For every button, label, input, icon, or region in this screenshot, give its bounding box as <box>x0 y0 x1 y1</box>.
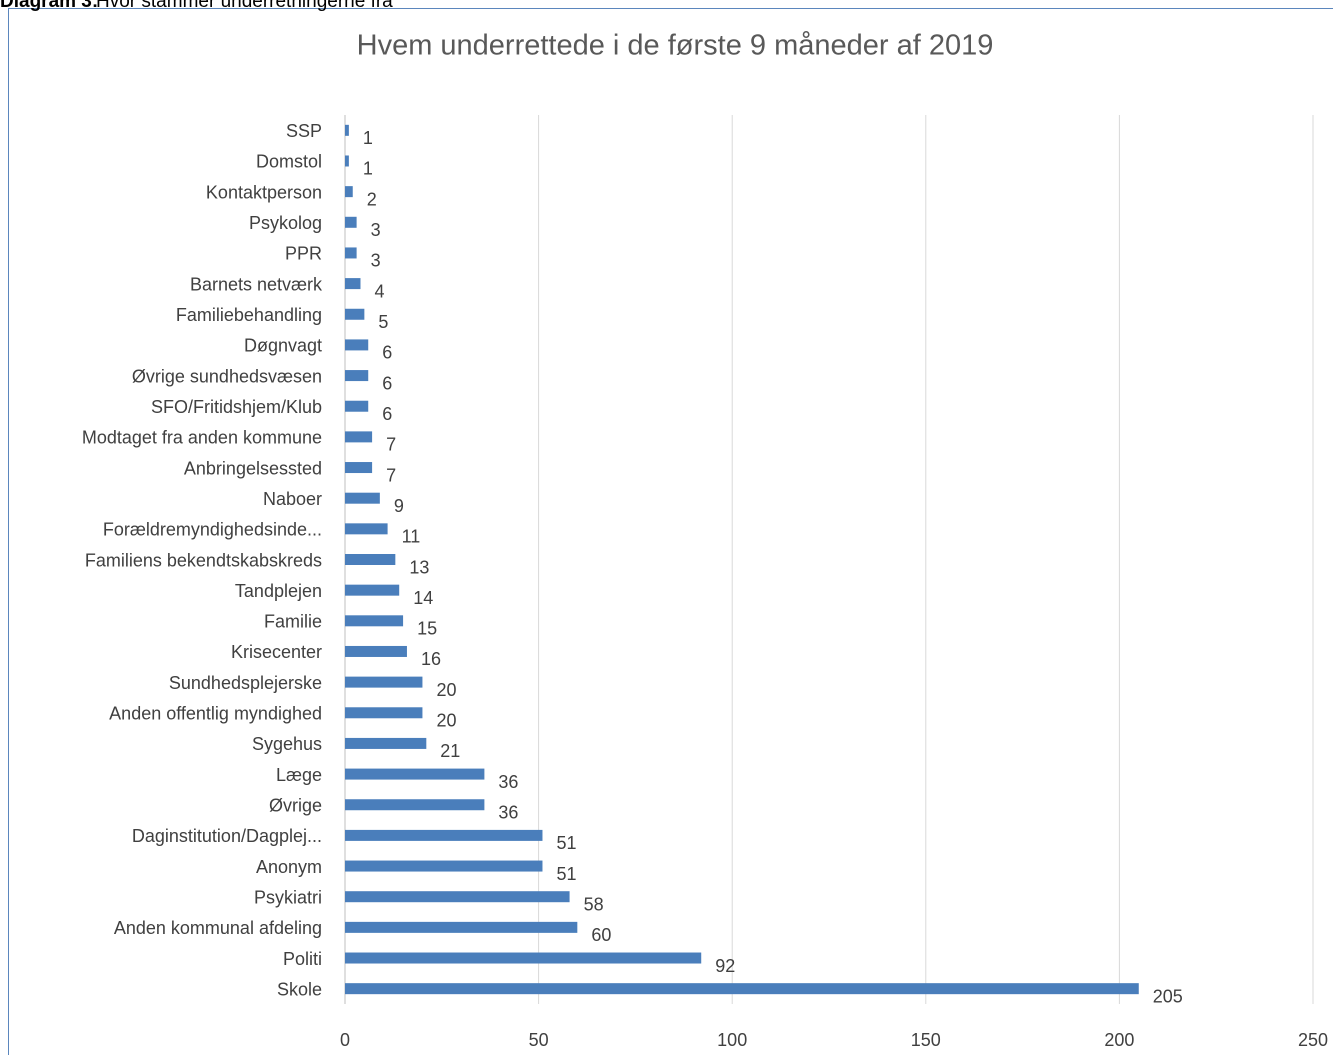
y-tick-label: Øvrige sundhedsvæsen <box>132 366 322 386</box>
bar <box>345 676 423 688</box>
y-tick-label: Familiens bekendtskabskreds <box>85 550 322 570</box>
bar <box>345 891 570 903</box>
value-label: 3 <box>371 251 381 271</box>
bar <box>345 339 369 351</box>
y-tick-label: Anonym <box>256 857 322 877</box>
bar <box>345 308 365 320</box>
value-label: 1 <box>363 159 373 179</box>
value-label: 7 <box>386 465 396 485</box>
y-tick-label: Domstol <box>256 152 322 172</box>
x-tick-label: 0 <box>340 1030 350 1050</box>
chart-border <box>8 8 1333 1055</box>
bar <box>345 584 400 596</box>
value-label: 58 <box>584 894 604 914</box>
bar <box>345 707 423 719</box>
bar <box>345 860 543 872</box>
bar <box>345 768 485 780</box>
y-tick-label: Sundhedsplejerske <box>169 673 322 693</box>
y-tick-label: Forældremyndighedsinde... <box>103 520 322 540</box>
value-label: 4 <box>374 281 384 301</box>
y-tick-label: Læge <box>276 765 322 785</box>
value-label: 3 <box>371 220 381 240</box>
chart-title: Hvem underrettede i de første 9 måneder … <box>357 30 994 62</box>
value-label: 6 <box>382 373 392 393</box>
bar <box>345 492 380 504</box>
bar <box>345 921 578 933</box>
bar <box>345 216 357 228</box>
bar <box>345 615 404 627</box>
y-tick-label: Familie <box>264 612 322 632</box>
value-label: 21 <box>440 741 460 761</box>
bar <box>345 554 396 565</box>
x-tick-label: 200 <box>1104 1030 1134 1050</box>
y-tick-label: SSP <box>286 121 322 141</box>
value-label: 20 <box>436 711 456 731</box>
y-tick-label: Døgnvagt <box>244 336 322 356</box>
heading-label: Diagram 3: <box>0 0 98 12</box>
y-tick-label: Kontaktperson <box>206 182 322 202</box>
value-label: 205 <box>1153 986 1183 1006</box>
value-label: 9 <box>394 496 404 516</box>
value-label: 2 <box>367 189 377 209</box>
y-tick-label: Daginstitution/Dagplej... <box>132 826 322 846</box>
bar <box>345 124 349 136</box>
y-tick-label: Anbringelsessted <box>184 458 322 478</box>
value-label: 51 <box>556 864 576 884</box>
value-label: 1 <box>363 128 373 148</box>
x-tick-label: 50 <box>529 1030 549 1050</box>
y-tick-label: Barnets netværk <box>190 274 323 294</box>
value-label: 7 <box>386 435 396 455</box>
y-tick-label: Psykolog <box>249 213 322 233</box>
bar <box>345 952 702 964</box>
value-label: 11 <box>402 527 421 547</box>
y-tick-label: Familiebehandling <box>176 305 322 325</box>
y-tick-label: Modtaget fra anden kommune <box>82 428 322 448</box>
value-label: 16 <box>421 649 441 669</box>
y-tick-label: PPR <box>285 244 322 264</box>
bar <box>345 247 357 259</box>
bar <box>345 829 543 841</box>
y-tick-label: Anden kommunal afdeling <box>114 918 322 938</box>
y-tick-label: Psykiatri <box>254 887 322 907</box>
value-label: 51 <box>556 833 576 853</box>
y-tick-label: Øvrige <box>269 795 322 815</box>
y-tick-label: Anden offentlig myndighed <box>109 704 322 724</box>
y-tick-label: Tandplejen <box>235 581 322 601</box>
value-label: 5 <box>378 312 388 332</box>
value-label: 6 <box>382 404 392 424</box>
bar <box>345 645 407 657</box>
value-label: 36 <box>498 802 518 822</box>
bar <box>345 983 1139 995</box>
bar <box>345 370 369 382</box>
bar <box>345 278 361 290</box>
value-label: 36 <box>498 772 518 792</box>
value-label: 6 <box>382 343 392 363</box>
y-tick-label: Politi <box>283 949 322 969</box>
value-label: 13 <box>409 557 429 577</box>
value-label: 60 <box>591 925 611 945</box>
bar <box>345 799 485 811</box>
bar <box>345 737 427 749</box>
y-tick-label: Sygehus <box>252 734 322 754</box>
value-label: 92 <box>715 956 735 976</box>
heading-text: Hvor stammer underretningerne fra <box>96 0 393 12</box>
x-tick-label: 250 <box>1298 1030 1328 1050</box>
bar <box>345 186 353 198</box>
value-label: 20 <box>436 680 456 700</box>
y-tick-label: SFO/Fritidshjem/Klub <box>151 397 322 417</box>
bar <box>345 155 349 167</box>
x-tick-label: 150 <box>911 1030 941 1050</box>
y-tick-label: Krisecenter <box>231 642 322 662</box>
y-tick-label: Skole <box>277 979 322 999</box>
value-label: 14 <box>413 588 433 608</box>
bar <box>345 400 369 412</box>
y-tick-label: Naboer <box>263 489 322 509</box>
bar <box>345 462 373 474</box>
x-tick-label: 100 <box>717 1030 747 1050</box>
value-label: 15 <box>417 619 437 639</box>
bar <box>345 523 388 535</box>
bar <box>345 431 373 443</box>
